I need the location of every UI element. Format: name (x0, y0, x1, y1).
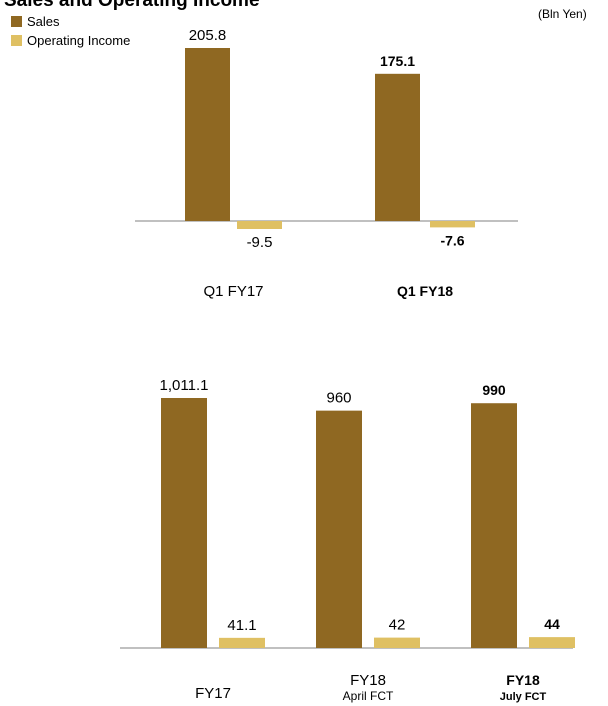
chart2-category-sublabel: April FCT (343, 689, 394, 703)
unit-label: (Bln Yen) (538, 7, 587, 21)
chart1-bar-operating-income (430, 221, 475, 228)
chart1-data-label-sales: 175.1 (380, 53, 415, 69)
chart1-category-label: Q1 FY17 (203, 283, 263, 300)
chart2-category-label: FY17 (195, 685, 231, 702)
chart2-bar-operating-income (219, 637, 265, 648)
chart1-category-label: Q1 FY18 (397, 283, 453, 299)
legend-item-operating-income: Operating Income (11, 31, 130, 50)
chart-title: Sales and Operating Income (4, 0, 260, 11)
chart2-data-label-sales: 990 (482, 382, 506, 398)
chart2-bar-operating-income (529, 637, 575, 648)
chart2-bar-sales (161, 398, 207, 648)
chart1-data-label-sales: 205.8 (189, 27, 227, 44)
chart1-data-label-operating-income: -9.5 (247, 234, 273, 251)
chart2-data-label-sales: 960 (326, 390, 351, 407)
legend-label-operating-income: Operating Income (27, 33, 131, 48)
chart2-bar-operating-income (374, 637, 420, 648)
legend-swatch-operating-income (11, 35, 22, 46)
chart2-category-label: FY18 (506, 672, 540, 688)
chart2-data-label-operating-income: 42 (389, 617, 406, 634)
chart1-data-label-operating-income: -7.6 (440, 232, 464, 248)
chart2-data-label-sales: 1,011.1 (160, 377, 209, 394)
legend-label-sales: Sales (27, 14, 60, 29)
legend-swatch-sales (11, 16, 22, 27)
chart1-bar-operating-income (237, 221, 282, 229)
chart2-bar-sales (471, 403, 517, 648)
chart2-data-label-operating-income: 44 (544, 616, 560, 632)
legend: Sales Operating Income (11, 12, 130, 50)
chart1-bar-sales (185, 48, 230, 221)
chart2-bar-sales (316, 410, 362, 648)
chart2-category-label: FY18 (350, 672, 386, 689)
chart2-category-sublabel: July FCT (500, 691, 547, 703)
legend-item-sales: Sales (11, 12, 130, 31)
chart1-bar-sales (375, 73, 420, 221)
chart2-data-label-operating-income: 41.1 (227, 617, 256, 634)
